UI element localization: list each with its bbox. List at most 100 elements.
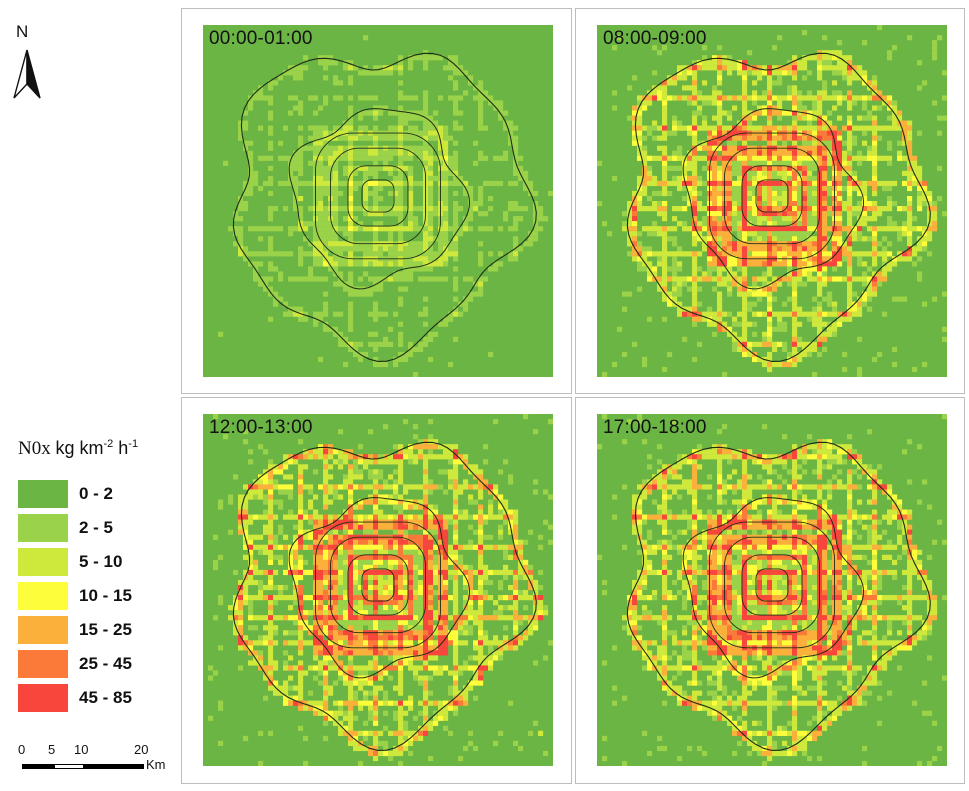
emission-cell — [418, 615, 424, 621]
emission-cell — [707, 261, 713, 267]
emission-cell — [797, 206, 803, 212]
emission-cell — [428, 539, 434, 545]
emission-cell — [827, 120, 833, 126]
emission-cell — [692, 226, 698, 232]
emission-cell — [338, 630, 344, 636]
emission-cell — [423, 221, 429, 227]
emission-cell — [428, 615, 434, 621]
emission-cell — [807, 221, 813, 227]
emission-cell — [662, 276, 668, 282]
emission-cell — [742, 135, 748, 141]
emission-cell — [353, 216, 359, 222]
emission-cell — [298, 534, 304, 540]
emission-cell — [428, 564, 434, 571]
emission-cell — [917, 175, 923, 182]
emission-cell — [313, 231, 319, 237]
emission-cell — [672, 261, 678, 267]
emission-cell — [423, 261, 429, 267]
emission-cell — [533, 221, 539, 227]
emission-cell — [682, 276, 688, 282]
emission-cell — [767, 321, 773, 327]
emission-cell — [423, 266, 429, 272]
emission-cell — [348, 715, 354, 721]
emission-cell — [423, 145, 429, 151]
emission-cell — [767, 80, 773, 86]
emission-cell — [827, 185, 833, 192]
emission-cell — [917, 60, 923, 66]
emission-cell — [348, 75, 354, 81]
emission-cell — [398, 180, 404, 187]
emission-cell — [393, 700, 399, 706]
emission-cell — [263, 479, 269, 485]
emission-cell — [333, 160, 339, 166]
emission-cell — [762, 195, 768, 202]
emission-cell — [812, 211, 818, 217]
ring-road-outlines — [626, 52, 931, 362]
emission-cell — [383, 484, 389, 490]
emission-cell — [433, 276, 439, 282]
emission-cell — [428, 554, 434, 560]
emission-cell — [747, 125, 753, 131]
emission-cell — [398, 595, 404, 601]
emission-cell — [792, 211, 798, 217]
emission-cell — [363, 695, 369, 701]
emission-cell — [767, 301, 773, 307]
emission-cell — [687, 160, 693, 166]
emission-cell — [712, 65, 718, 71]
emission-cell — [348, 175, 354, 182]
emission-cell — [817, 326, 823, 332]
emission-cell — [408, 655, 414, 661]
emission-cell — [358, 246, 364, 252]
emission-cell — [767, 316, 773, 322]
emission-cell — [797, 145, 803, 151]
emission-cell — [348, 605, 354, 611]
emission-cell — [747, 120, 753, 126]
emission-cell — [398, 690, 404, 696]
emission-cell — [627, 226, 633, 232]
emission-cell — [233, 569, 239, 576]
emission-cell — [812, 296, 818, 302]
emission-cell — [398, 65, 404, 71]
emission-cell — [368, 494, 374, 500]
emission-cell — [842, 140, 848, 146]
emission-cell — [777, 170, 783, 177]
emission-cell — [433, 454, 439, 460]
emission-cell — [642, 361, 648, 368]
emission-cell — [288, 70, 294, 76]
emission-cell — [932, 45, 938, 51]
emission-cell — [692, 211, 698, 217]
emission-cell — [333, 231, 339, 237]
emission-cell — [338, 180, 344, 187]
emission-cell — [937, 115, 943, 121]
emission-cell — [732, 211, 738, 217]
emission-cell — [328, 539, 334, 545]
emission-cell — [253, 595, 259, 601]
emission-cell — [787, 296, 793, 302]
emission-cell — [742, 286, 748, 292]
emission-cell — [423, 55, 429, 61]
emission-cell — [298, 165, 304, 171]
emission-cell — [253, 660, 259, 666]
emission-cell — [343, 700, 349, 706]
emission-cell — [892, 226, 898, 232]
emission-cell — [478, 80, 484, 86]
emission-cell — [323, 569, 329, 576]
emission-cell — [448, 180, 454, 187]
emission-cell — [647, 170, 653, 177]
emission-cell — [388, 459, 394, 465]
emission-cell — [348, 720, 354, 726]
emission-cell — [408, 125, 414, 131]
emission-cell — [732, 246, 738, 252]
emission-cell — [348, 226, 354, 232]
fifth-ring-road-outline — [682, 108, 865, 290]
emission-cell — [278, 489, 284, 495]
emission-cell — [378, 665, 384, 671]
emission-cell — [842, 246, 848, 252]
emission-cell — [503, 211, 509, 217]
emission-cell — [757, 341, 763, 347]
emission-cell — [243, 554, 249, 560]
emission-cell — [847, 216, 853, 222]
emission-cell — [323, 670, 329, 676]
emission-cell — [847, 145, 853, 151]
emission-cell — [802, 190, 808, 197]
